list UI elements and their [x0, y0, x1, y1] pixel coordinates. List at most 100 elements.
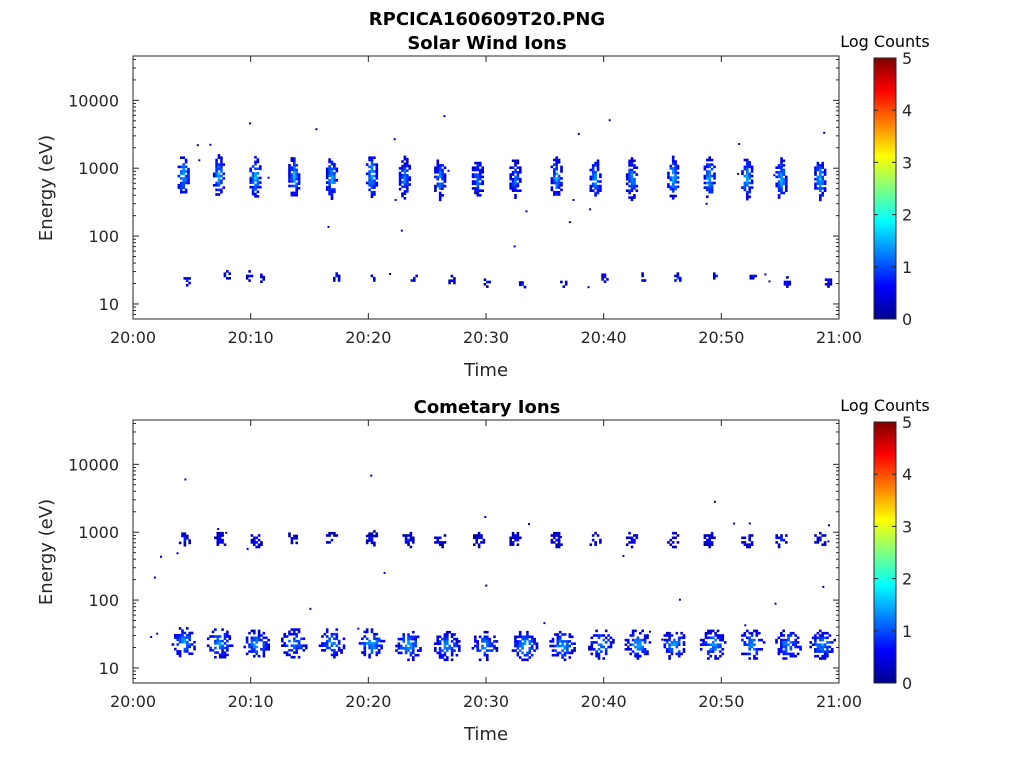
burst-cell — [639, 645, 642, 649]
burst-cell — [328, 639, 331, 643]
high-energy-cell — [775, 536, 778, 540]
burst-cell — [181, 640, 184, 644]
burst-cell — [221, 646, 224, 650]
burst-cell — [223, 637, 227, 641]
burst-cell — [633, 180, 636, 183]
burst-cell — [328, 169, 331, 173]
burst-cell — [561, 640, 564, 643]
burst-cell — [254, 183, 257, 187]
burst-cell — [373, 646, 376, 650]
burst-cell — [474, 182, 477, 186]
burst-cell — [293, 637, 296, 641]
burst-cell — [639, 648, 642, 651]
burst-cell — [785, 184, 788, 188]
burst-cell — [595, 634, 598, 637]
burst-cell — [831, 650, 834, 653]
burst-cell — [709, 631, 713, 635]
burst-cell — [212, 184, 216, 187]
high-energy-cell — [288, 534, 291, 538]
high-energy-cell — [514, 536, 517, 540]
burst-cell — [566, 651, 569, 655]
burst-cell — [600, 643, 603, 646]
low-energy-cell — [754, 274, 757, 278]
burst-cell — [708, 163, 711, 166]
burst-cell — [495, 649, 499, 652]
burst-cell — [775, 166, 778, 169]
burst-cell — [755, 631, 759, 635]
y-tick-label: 1000 — [78, 159, 119, 178]
burst-cell — [187, 177, 190, 180]
burst-cell — [823, 636, 827, 640]
high-energy-cell — [676, 534, 680, 537]
burst-cell — [436, 164, 440, 167]
burst-cell — [230, 644, 234, 647]
burst-cell — [514, 184, 517, 188]
burst-cell — [713, 174, 716, 178]
burst-cell — [518, 644, 522, 648]
burst-cell — [816, 164, 820, 167]
burst-cell — [814, 177, 817, 181]
burst-cell — [748, 636, 751, 640]
burst-cell — [335, 637, 339, 641]
high-energy-cell — [630, 536, 634, 540]
burst-cell — [671, 162, 675, 166]
burst-cell — [594, 175, 597, 179]
burst-cell — [218, 642, 222, 645]
burst-cell — [403, 180, 407, 184]
burst-cell — [290, 173, 294, 176]
burst-cell — [295, 191, 298, 195]
burst-cell — [193, 647, 196, 651]
colorbar-tick-label: 3 — [902, 517, 912, 536]
burst-cell — [713, 165, 716, 169]
burst-cell — [560, 167, 563, 171]
burst-cell — [721, 636, 725, 640]
burst-cell — [755, 657, 759, 660]
burst-cell — [775, 182, 778, 186]
burst-cell — [592, 634, 596, 637]
burst-cell — [563, 644, 567, 648]
sparse-cell — [447, 169, 450, 172]
burst-cell — [782, 168, 786, 172]
burst-cell — [703, 167, 707, 171]
high-energy-cell — [288, 532, 291, 535]
burst-cell — [363, 646, 367, 650]
burst-cell — [648, 641, 652, 644]
low-energy-cell — [185, 284, 189, 287]
burst-cell — [414, 653, 417, 657]
burst-cell — [665, 634, 669, 637]
burst-cell — [255, 638, 258, 642]
burst-cell — [297, 639, 301, 643]
high-energy-cell — [368, 534, 371, 538]
burst-cell — [596, 187, 600, 190]
burst-cell — [519, 171, 522, 174]
burst-cell — [190, 652, 194, 655]
burst-cell — [792, 652, 795, 656]
burst-cell — [265, 648, 268, 651]
burst-cell — [674, 169, 677, 172]
burst-cell — [743, 634, 747, 637]
burst-cell — [368, 179, 371, 182]
burst-cell — [668, 634, 671, 637]
burst-cell — [288, 177, 291, 181]
burst-cell — [335, 644, 339, 647]
burst-cell — [599, 189, 602, 192]
high-energy-cell — [218, 531, 222, 535]
high-energy-cell — [181, 532, 184, 535]
burst-cell — [630, 187, 634, 190]
burst-cell — [178, 634, 182, 637]
low-energy-cell — [827, 285, 830, 288]
high-energy-cell — [748, 538, 751, 542]
burst-cell — [699, 643, 703, 646]
high-energy-cell — [633, 538, 636, 542]
burst-cell — [486, 635, 489, 639]
high-energy-cell — [710, 536, 714, 540]
high-energy-cell — [475, 538, 478, 542]
burst-cell — [370, 165, 374, 169]
burst-cell — [711, 648, 715, 651]
burst-cell — [441, 182, 444, 186]
burst-cell — [370, 174, 374, 178]
high-energy-cell — [780, 534, 783, 537]
burst-cell — [821, 650, 824, 653]
burst-cell — [176, 638, 179, 642]
burst-cell — [333, 655, 336, 659]
